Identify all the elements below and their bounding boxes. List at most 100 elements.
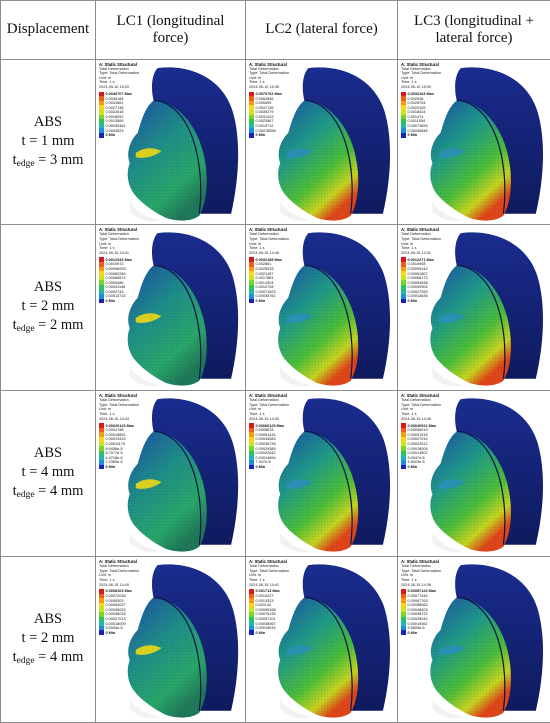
legend-value: 0.00095442 xyxy=(407,266,428,271)
header-row: Displacement LC1 (longitudinal force) LC… xyxy=(0,0,550,60)
legend-scale: 0.0040707 Max 0.0036184 0.0031661 0.0027138… xyxy=(99,91,177,138)
legend-swatch xyxy=(99,96,104,101)
legend-value: 0.00048403 xyxy=(407,607,428,612)
legend-value: 8.9436e-5 xyxy=(105,446,123,451)
legend-line: Total Deformation xyxy=(99,564,129,569)
legend-swatch xyxy=(401,446,406,451)
legend-value: 0.00013415 xyxy=(105,437,126,442)
legend-line: Total Deformation xyxy=(401,232,431,237)
legend-swatch xyxy=(249,423,254,428)
legend-line: 2024-05-10 15:29 xyxy=(99,85,129,90)
legend-row: 9.6805e-5 xyxy=(401,625,479,631)
legend-row: 0.0023567 xyxy=(249,119,327,124)
visor-edge xyxy=(456,265,506,380)
legend-value: 0.00054027 xyxy=(105,603,126,608)
legend-swatch xyxy=(99,289,104,295)
legend-row: 0.00051431 xyxy=(249,432,327,438)
brow-highlight xyxy=(286,479,313,490)
legend-swatch xyxy=(401,607,406,613)
legend-swatch xyxy=(401,123,406,129)
legend-line: Unit: m xyxy=(249,573,262,578)
helmet-model-image xyxy=(127,232,239,387)
helmet-model-image xyxy=(127,398,239,553)
legend-swatch xyxy=(401,275,406,281)
legend-row: 0.0013323 xyxy=(249,598,327,603)
legend-row: 0.0025033 xyxy=(249,266,327,272)
row-label: ABS t = 1 mm tedge = 3 mm xyxy=(0,58,96,226)
legend-line: Total Deformation xyxy=(249,232,279,237)
legend-swatch xyxy=(401,132,406,138)
legend-swatch xyxy=(99,464,104,470)
edge-subscript: edge xyxy=(16,158,35,169)
legend-row: 0.00073695 xyxy=(401,123,479,129)
legend-value: 0.00038067 xyxy=(255,621,276,626)
legend-value: 0.00081807 xyxy=(407,271,428,276)
legend-max: 0.00040521 Max xyxy=(407,423,437,428)
fea-legend: A: Static Structural Total Deformation Typ… xyxy=(401,62,479,138)
legend-swatch xyxy=(401,109,406,115)
legend-value: 0.00044083 xyxy=(255,437,276,442)
legend-min: 0 Min xyxy=(255,464,266,469)
chin-edge xyxy=(432,698,463,719)
brow-highlight xyxy=(135,645,162,655)
legend-value: 4.4718e-5 xyxy=(105,455,123,460)
legend-row: 0.00054538 xyxy=(401,280,479,285)
legend-value: 0.00078558 xyxy=(255,128,276,133)
legend-row-max: 0.0012343 Max xyxy=(99,257,177,263)
legend-line: Unit: m xyxy=(401,573,414,578)
result-cell-lc2: A: Static Structural Total Deformation Typ… xyxy=(245,58,398,226)
legend-swatch xyxy=(99,123,104,129)
legend-row: 0.0018092 xyxy=(99,114,177,120)
legend-row: 0.00057101 xyxy=(249,616,327,622)
legend-swatch xyxy=(249,446,254,451)
legend-line: Type: Total Deformation xyxy=(99,71,140,76)
legend-line: 2024-06-15 14:46 xyxy=(401,416,431,421)
legend-swatch xyxy=(99,607,104,613)
row-label: ABS t = 4 mm tedge = 4 mm xyxy=(0,390,96,558)
legend-value: 0.00041145 xyxy=(105,285,126,290)
legend-swatch xyxy=(99,423,104,428)
mesh-overlay xyxy=(278,265,359,387)
legend-value: 0.00073695 xyxy=(407,124,428,129)
legend-value: 0.00019361 xyxy=(407,621,428,626)
legend-row-min: 0 Min xyxy=(401,464,479,470)
material-label: ABS xyxy=(33,279,63,296)
fea-legend: A: Static Structural Total Deformation Typ… xyxy=(99,393,177,470)
legend-value: 0.00045022 xyxy=(105,607,126,612)
legend-row: 0.00036018 xyxy=(99,612,177,617)
legend-line: Unit: m xyxy=(99,241,112,246)
legend-row: 6.7077e-5 xyxy=(99,450,177,456)
helmet-model-image xyxy=(430,232,544,387)
legend-value: 0.0004523 xyxy=(105,128,124,133)
legend-value: 9.6805e-5 xyxy=(407,626,425,631)
legend-line: Total Deformation xyxy=(249,564,279,569)
legend-row: 0.002948 xyxy=(401,96,479,101)
thickness-label: t = 4 mm xyxy=(21,464,75,481)
legend-value: 0.00067763 xyxy=(407,598,428,603)
legend-row: 0.00038722 xyxy=(401,612,479,617)
fea-legend: A: Static Structural Total Deformation Typ… xyxy=(249,559,327,636)
legend-swatch xyxy=(401,96,406,101)
row-label: ABS t = 2 mm tedge = 4 mm xyxy=(0,556,96,723)
legend-row: 0.0036184 xyxy=(99,96,177,101)
legend-value: 0.0001788 xyxy=(105,428,124,433)
fea-legend: A: Static Structural Total Deformation Typ… xyxy=(99,62,177,138)
legend-swatch xyxy=(249,630,254,636)
visor-edge xyxy=(304,431,353,546)
result-cell-lc3: A: Static Structural Total Deformation Typ… xyxy=(397,58,550,226)
legend-line: Time: 1 s xyxy=(99,412,115,417)
brow-highlight xyxy=(286,147,313,158)
table-row: ABS t = 2 mm tedge = 2 mm A: Static Structu… xyxy=(0,224,550,392)
legend-swatch xyxy=(249,625,254,631)
legend-value: 0.00027014 xyxy=(407,437,428,442)
legend-row: 0.00036736 xyxy=(249,441,327,447)
legend-scale: 0.001713 Max 0.0015227 0.0013323 0.001142 0.… xyxy=(249,589,327,636)
visor-edge xyxy=(153,265,202,380)
legend-row: 0.00096003 xyxy=(99,266,177,272)
legend-min: 0 Min xyxy=(105,133,116,138)
thickness-label: t = 2 mm xyxy=(21,298,75,315)
legend-row-max: 0.00020123 Max xyxy=(99,423,177,428)
legend-line: Unit: m xyxy=(99,407,112,412)
legend-swatch xyxy=(249,589,254,594)
mesh-overlay xyxy=(127,100,207,221)
